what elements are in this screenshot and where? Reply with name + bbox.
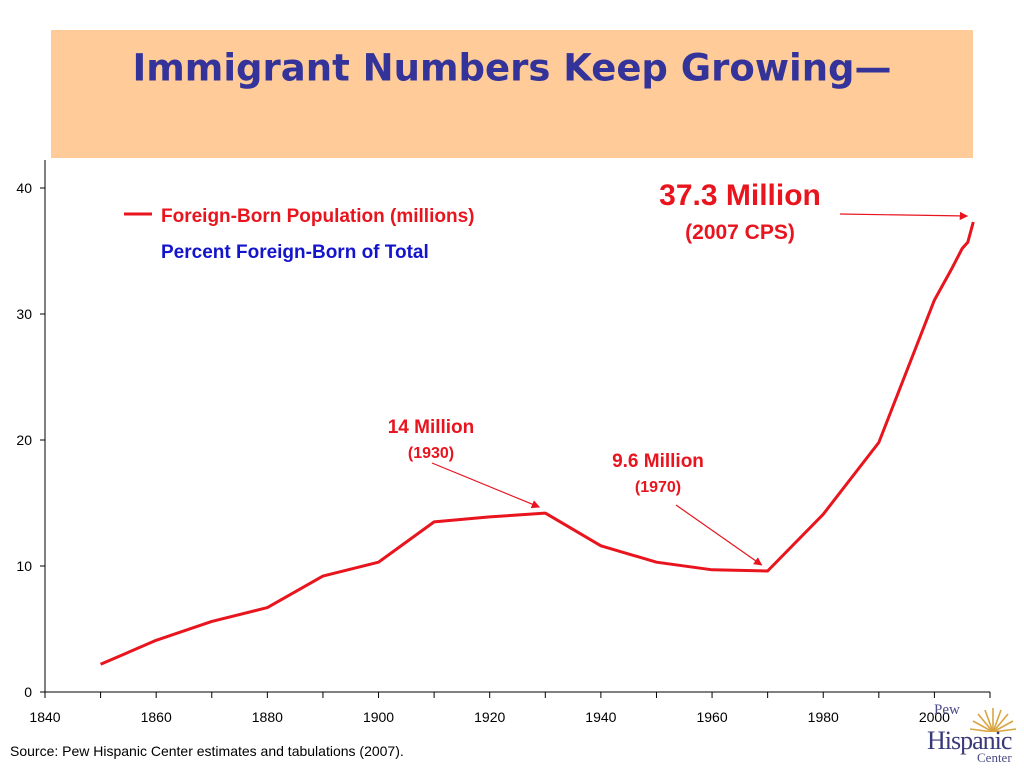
x-tick-label: 1940 [585, 709, 616, 725]
y-tick-label: 30 [16, 306, 32, 322]
x-tick-label: 2000 [919, 709, 950, 725]
x-tick-label: 1960 [696, 709, 727, 725]
x-tick-label: 1840 [29, 709, 60, 725]
x-tick-label: 1880 [252, 709, 283, 725]
annotation-sublabel: (1930) [408, 445, 454, 462]
annotations: 37.3 Million (2007 CPS) 14 Million (1930) 9.… [388, 179, 969, 566]
y-tick-label: 10 [16, 558, 32, 574]
legend-label-foreign-born: Foreign-Born Population (millions) [161, 206, 474, 227]
annotation-label: 14 Million [388, 417, 475, 438]
y-tick-label: 40 [16, 180, 32, 196]
source-note: Source: Pew Hispanic Center estimates an… [10, 743, 404, 759]
y-tick-label: 20 [16, 432, 32, 448]
annotation-arrow [675, 504, 763, 566]
logo-text-center: Center [977, 750, 1012, 765]
sunburst-icon [969, 708, 1017, 732]
x-tick-label: 1860 [141, 709, 172, 725]
series-layer [100, 221, 975, 666]
annotation-arrow [839, 211, 969, 221]
annotation-sublabel: (2007 CPS) [685, 221, 795, 244]
logo-text-hispanic: Hispanic [927, 726, 1012, 755]
x-tick-label: 1900 [363, 709, 394, 725]
slide-title: Immigrant Numbers Keep Growing— [132, 46, 892, 90]
annotation-label: 37.3 Million [659, 179, 821, 212]
legend: Foreign-Born Population (millions) Percen… [124, 206, 474, 263]
title-band: Immigrant Numbers Keep Growing— [51, 30, 973, 158]
x-tick-label: 1980 [808, 709, 839, 725]
y-tick-label: 0 [24, 684, 32, 700]
legend-label-percent: Percent Foreign-Born of Total [161, 242, 429, 263]
pew-hispanic-logo: Pew Hispanic Center [925, 702, 1022, 766]
logo-text-pew: Pew [934, 702, 960, 718]
annotation-label: 9.6 Million [612, 451, 704, 472]
axes: 0 10 20 30 40 1840 1860 1880 1900 1920 1940 1960 198… [16, 160, 991, 725]
annotation-sublabel: (1970) [635, 479, 681, 496]
series-line-0 [100, 221, 975, 666]
x-tick-label: 1920 [474, 709, 505, 725]
annotation-arrow [431, 462, 541, 509]
